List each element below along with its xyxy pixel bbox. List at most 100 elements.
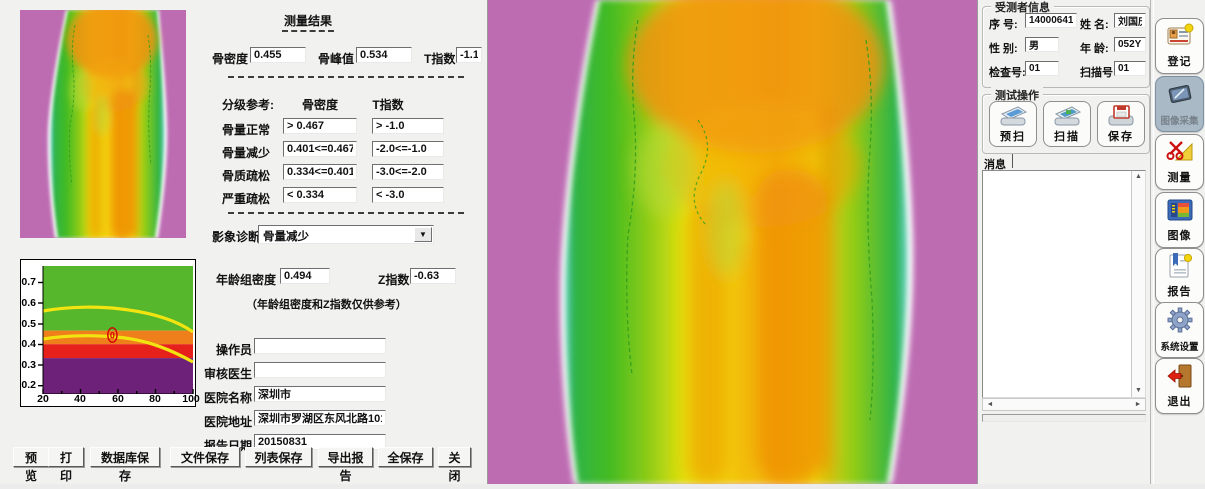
- save-all-button[interactable]: 全保存: [378, 447, 433, 467]
- x-tick-label: 80: [149, 393, 161, 405]
- grading-row-label: 严重疏松: [222, 192, 271, 206]
- scan-button[interactable]: 扫描: [1043, 101, 1091, 147]
- patient-age-label: 年 龄:: [1080, 43, 1109, 55]
- scroll-right-arrow-icon[interactable]: ►: [1134, 401, 1142, 408]
- operator-label: 操作员: [216, 343, 253, 357]
- t-index-input[interactable]: [456, 47, 482, 63]
- diagnosis-value: 骨量减少: [263, 231, 309, 243]
- database-save-button[interactable]: 数据库保存: [90, 447, 160, 483]
- scan-no-label: 扫描号:: [1080, 67, 1117, 79]
- peak-label: 骨峰值: [318, 52, 355, 66]
- patient-sex-input[interactable]: [1025, 37, 1059, 52]
- report-date-input[interactable]: [254, 434, 386, 450]
- print-button[interactable]: 打印: [48, 447, 84, 483]
- preview-button[interactable]: 预览: [13, 447, 49, 483]
- peak-input[interactable]: [356, 47, 412, 63]
- y-tick-label: 0.7: [21, 276, 36, 288]
- grading-row-label: 骨量减少: [222, 146, 271, 160]
- xray-main-image[interactable]: [487, 0, 978, 484]
- dropdown-arrow-icon[interactable]: ▼: [414, 227, 432, 242]
- x-tick-label: 100: [182, 393, 200, 405]
- right-panel: 受测者信息 序 号: 姓 名: 性 别: 年 龄: 检查号: 扫描号: 测试操作: [978, 0, 1205, 484]
- grading-bmd-input[interactable]: [283, 141, 357, 157]
- picture-icon: [1166, 196, 1194, 224]
- file-save-button[interactable]: 文件保存: [170, 447, 240, 467]
- save-floppy-icon: [1106, 104, 1136, 128]
- hospital-address-input[interactable]: [254, 410, 386, 426]
- settings-gear-icon: [1166, 306, 1194, 334]
- measure-button[interactable]: 测量: [1155, 134, 1204, 190]
- hospital-name-input[interactable]: [254, 386, 386, 402]
- scroll-left-arrow-icon[interactable]: ◄: [986, 401, 994, 408]
- xray-thumbnail-image[interactable]: [20, 2, 186, 238]
- register-button[interactable]: 登记: [1155, 18, 1204, 74]
- image-capture-label: 图像采集: [1160, 116, 1199, 127]
- grading-header: 分级参考:: [222, 98, 274, 112]
- report-button[interactable]: 报告: [1155, 248, 1204, 304]
- grading-bmd-input[interactable]: [283, 164, 357, 180]
- z-index-label: Z指数: [378, 273, 410, 287]
- grading-bmd-input[interactable]: [283, 187, 357, 203]
- grading-col-bmd: 骨密度: [301, 98, 338, 112]
- patient-id-input[interactable]: [1025, 13, 1077, 28]
- diagnosis-dropdown[interactable]: 骨量减少 ▼: [258, 225, 434, 244]
- patient-sex-label: 性 别:: [989, 43, 1018, 55]
- svg-text:0: 0: [110, 331, 115, 341]
- x-tick-label: 20: [37, 393, 49, 405]
- scroll-down-arrow-icon[interactable]: ▼: [1135, 387, 1142, 394]
- image-capture-button[interactable]: 图像采集: [1155, 76, 1204, 132]
- results-title: 测量结果: [284, 14, 333, 28]
- operator-input[interactable]: [254, 338, 386, 354]
- left-panel: 0 0.7 0.6 0.5 0.4 0.3 0.2 2: [0, 0, 486, 484]
- patient-info-group: 受测者信息 序 号: 姓 名: 性 别: 年 龄: 检查号: 扫描号:: [982, 0, 1150, 88]
- settings-label: 系统设置: [1160, 342, 1199, 353]
- grading-t-input[interactable]: [372, 164, 444, 180]
- scroll-up-arrow-icon[interactable]: ▲: [1135, 173, 1142, 180]
- grading-row-label: 骨量正常: [222, 123, 271, 137]
- scan-label: 扫描: [1054, 131, 1080, 143]
- scan-scanner-icon: [1052, 104, 1082, 128]
- register-label: 登记: [1167, 56, 1192, 68]
- patient-name-label: 姓 名:: [1080, 19, 1109, 31]
- z-index-input[interactable]: [410, 268, 456, 284]
- y-tick-label: 0.3: [21, 359, 36, 371]
- patient-name-input[interactable]: [1114, 13, 1146, 28]
- list-save-button[interactable]: 列表保存: [245, 447, 312, 467]
- close-button[interactable]: 关闭: [438, 447, 471, 483]
- image-button[interactable]: 图像: [1155, 192, 1204, 248]
- settings-button[interactable]: 系统设置: [1155, 302, 1204, 358]
- status-strip: [982, 414, 1146, 422]
- grading-col-t: T指数: [372, 98, 404, 112]
- diagnosis-label: 影象诊断: [212, 230, 261, 244]
- review-doctor-input[interactable]: [254, 362, 386, 378]
- grading-t-input[interactable]: [372, 118, 444, 134]
- y-tick-label: 0.2: [21, 379, 36, 391]
- bmd-input[interactable]: [250, 47, 306, 63]
- id-card-icon: [1166, 22, 1194, 50]
- message-tab-divider: [1012, 154, 1013, 168]
- grading-t-input[interactable]: [372, 187, 444, 203]
- age-group-label: 年龄组密度: [216, 273, 277, 287]
- y-tick-label: 0.4: [21, 338, 36, 350]
- age-group-input[interactable]: [280, 268, 330, 284]
- vertical-scrollbar[interactable]: ▲ ▼: [1131, 171, 1145, 397]
- patient-id-label: 序 号:: [989, 19, 1018, 31]
- exit-button[interactable]: 退出: [1155, 358, 1204, 414]
- x-tick-label: 40: [74, 393, 86, 405]
- exam-no-input[interactable]: [1025, 61, 1059, 76]
- save-scan-button[interactable]: 保存: [1097, 101, 1145, 147]
- test-operations-title: 测试操作: [991, 87, 1043, 103]
- patient-age-input[interactable]: [1114, 37, 1146, 52]
- save-scan-label: 保存: [1108, 131, 1134, 143]
- grading-t-input[interactable]: [372, 141, 444, 157]
- message-listbox[interactable]: ▲ ▼: [982, 170, 1146, 398]
- grading-bmd-input[interactable]: [283, 118, 357, 134]
- prescan-button[interactable]: 预扫: [989, 101, 1037, 147]
- x-tick-label: 60: [112, 393, 124, 405]
- scan-no-input[interactable]: [1114, 61, 1146, 76]
- export-report-button[interactable]: 导出报告: [318, 447, 373, 483]
- horizontal-scrollbar[interactable]: ◄ ►: [982, 398, 1146, 411]
- reference-note: （年龄组密度和Z指数仅供参考）: [246, 299, 407, 311]
- message-tab[interactable]: 消息: [984, 159, 1006, 171]
